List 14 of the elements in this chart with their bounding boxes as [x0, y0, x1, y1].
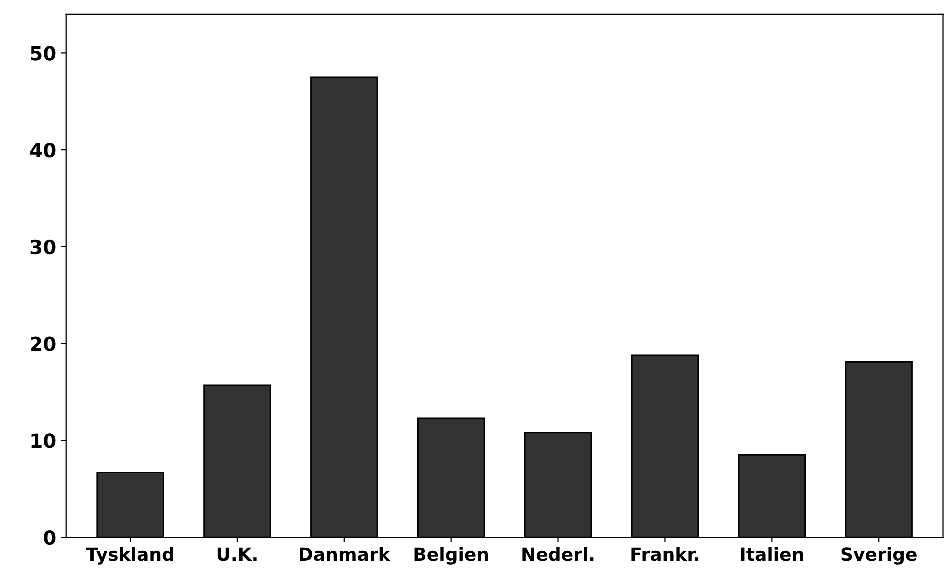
y-tick-label: 0	[44, 530, 56, 546]
x-tick-label: Nederl.	[522, 547, 594, 562]
x-tick-label: Belgien	[414, 547, 488, 565]
x-tick-label: Italien	[741, 547, 804, 562]
x-tick-label: U.K.	[218, 548, 257, 562]
x-tick-label: Sverige	[842, 547, 917, 565]
x-tick-label: Tyskland	[86, 547, 174, 565]
x-tick-label: Danmark	[300, 547, 391, 562]
y-tick-label: 20	[31, 336, 56, 352]
y-tick-label: 50	[31, 46, 56, 61]
y-tick-label: 10	[32, 434, 56, 448]
x-tick-label: Frankr.	[632, 547, 699, 562]
y-tick-label: 40	[30, 143, 56, 158]
y-tick-label: 30	[30, 240, 56, 255]
